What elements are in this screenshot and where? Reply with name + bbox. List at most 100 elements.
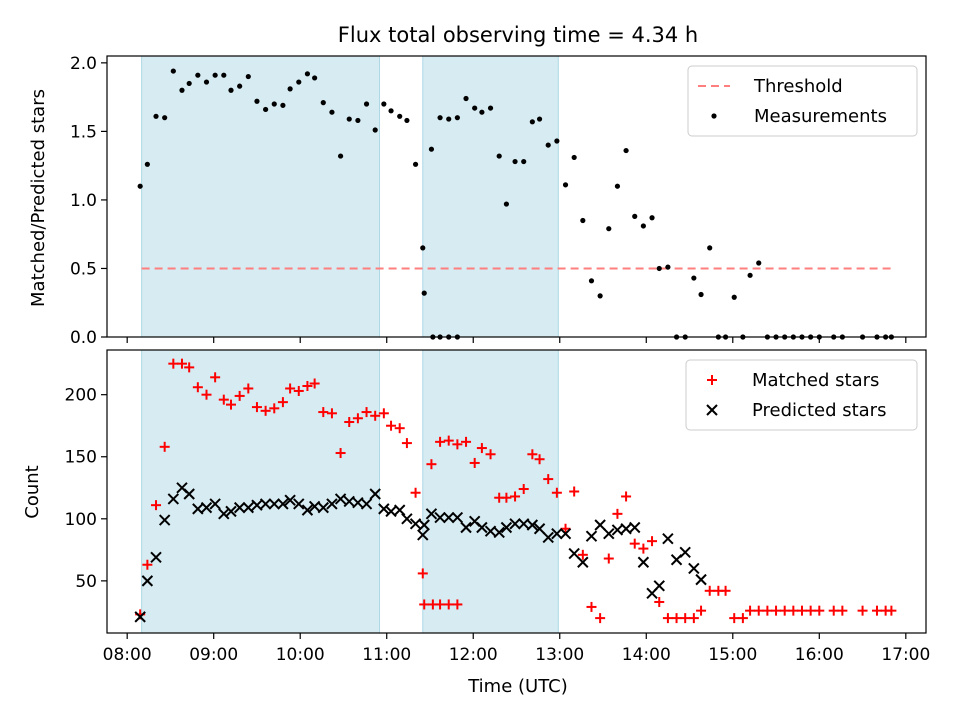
predicted-star-point bbox=[577, 556, 589, 568]
x-b bbox=[277, 498, 289, 510]
measurement-point bbox=[179, 87, 185, 93]
measurement-point bbox=[144, 161, 150, 167]
top-y-axis-label: Matched/Predicted stars bbox=[28, 89, 49, 307]
matched-star-point bbox=[386, 420, 397, 431]
matched-star-point bbox=[326, 408, 337, 419]
predicted-star-point bbox=[259, 498, 272, 510]
measurement-point bbox=[237, 83, 243, 89]
x-b bbox=[493, 526, 505, 539]
matched-star-point bbox=[871, 605, 882, 616]
x-tick-label: 14:00 bbox=[622, 645, 671, 665]
matched-star-point bbox=[753, 605, 764, 616]
measurement-point bbox=[363, 101, 370, 107]
x-b bbox=[443, 511, 455, 524]
x-b bbox=[418, 519, 430, 531]
matched-star-point bbox=[510, 491, 521, 502]
measurement-point bbox=[580, 217, 586, 224]
measurement-point bbox=[545, 142, 551, 148]
x-b bbox=[259, 498, 272, 510]
measurement-point bbox=[463, 95, 469, 102]
measurement-point bbox=[562, 182, 569, 188]
measurement-point bbox=[195, 72, 201, 78]
x-tick-label: 12:00 bbox=[449, 645, 498, 665]
measurement-point bbox=[503, 201, 510, 207]
x-b bbox=[559, 527, 572, 540]
y-tick-label: 0.0 bbox=[70, 328, 97, 348]
matched-star-point bbox=[176, 358, 187, 369]
predicted-star-point bbox=[533, 523, 546, 535]
y-tick-label: 50 bbox=[75, 572, 97, 592]
measurement-point bbox=[731, 294, 737, 300]
predicted-star-point bbox=[637, 556, 650, 568]
measurement-point bbox=[271, 101, 277, 107]
x-b bbox=[268, 498, 280, 510]
matched-star-point bbox=[184, 362, 195, 373]
x-b bbox=[417, 529, 429, 541]
plot-frame bbox=[106, 349, 927, 634]
observing-interval bbox=[141, 349, 381, 634]
x-b bbox=[317, 501, 329, 514]
measurement-point bbox=[437, 115, 443, 121]
predicted-star-point bbox=[695, 573, 707, 586]
predicted-star-point bbox=[268, 498, 280, 510]
predicted-star-point bbox=[225, 505, 237, 518]
measurement-point bbox=[263, 106, 269, 113]
measurement-point bbox=[304, 71, 311, 77]
matched-star-point bbox=[762, 605, 773, 616]
predicted-star-point bbox=[688, 562, 700, 575]
matched-star-point bbox=[302, 380, 313, 391]
matched-star-point bbox=[501, 492, 512, 503]
x-b bbox=[577, 556, 589, 568]
predicted-star-point bbox=[542, 531, 554, 544]
measurement-point bbox=[280, 102, 286, 108]
predicted-star-point bbox=[218, 508, 230, 520]
matched-star-point bbox=[886, 605, 897, 616]
measurement-point bbox=[487, 105, 494, 111]
matched-star-point bbox=[151, 500, 162, 511]
predicted-star-point bbox=[401, 513, 413, 525]
measurement-point bbox=[397, 113, 403, 119]
measurement-point bbox=[153, 113, 159, 119]
x-b bbox=[688, 562, 700, 575]
measurement-point bbox=[632, 213, 638, 219]
predicted-star-point bbox=[393, 504, 406, 516]
predicted-star-point bbox=[526, 519, 539, 531]
x-b bbox=[167, 493, 180, 505]
x-b bbox=[378, 503, 390, 515]
x-b bbox=[393, 504, 406, 516]
matched-star-point bbox=[394, 423, 405, 434]
measurement-point bbox=[606, 226, 612, 232]
matched-star-point bbox=[518, 484, 529, 495]
matched-star-point bbox=[805, 605, 816, 616]
y-tick-label: 2.0 bbox=[70, 54, 97, 74]
matched-star-point bbox=[277, 397, 288, 408]
predicted-star-point bbox=[679, 546, 691, 559]
legend-box bbox=[685, 359, 918, 431]
observing-interval bbox=[422, 349, 559, 634]
x-tick-label: 15:00 bbox=[708, 645, 757, 665]
x-b bbox=[293, 498, 305, 510]
matched-star-point bbox=[443, 599, 454, 610]
measurement-point bbox=[614, 183, 621, 189]
matched-star-point bbox=[201, 389, 212, 400]
matched-star-point bbox=[159, 441, 170, 452]
predicted-star-point bbox=[326, 498, 338, 510]
matched-star-point bbox=[745, 605, 756, 616]
x-b bbox=[637, 556, 650, 568]
legend-measurement-swatch bbox=[711, 113, 717, 119]
measurement-point bbox=[623, 147, 629, 154]
matched-star-point bbox=[534, 454, 545, 465]
x-tick-label: 11:00 bbox=[362, 645, 411, 665]
predicted-star-point bbox=[585, 530, 598, 542]
x-b bbox=[401, 513, 413, 525]
x-b bbox=[284, 494, 296, 506]
measurement-point bbox=[381, 101, 387, 107]
x-b bbox=[468, 515, 481, 527]
matched-star-point bbox=[595, 613, 606, 624]
matched-star-point bbox=[796, 605, 807, 616]
matched-star-point bbox=[828, 605, 839, 616]
matched-star-point bbox=[629, 538, 640, 549]
matched-star-point bbox=[142, 559, 153, 570]
x-b bbox=[360, 498, 373, 510]
